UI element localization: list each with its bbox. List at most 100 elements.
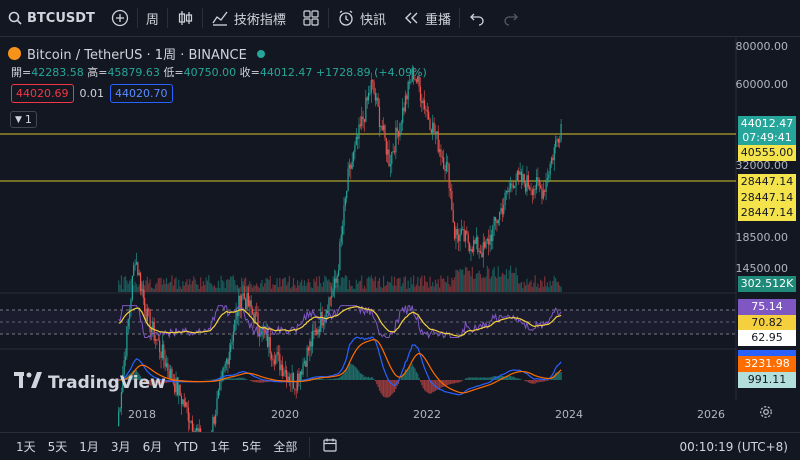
legend-title[interactable]: Bitcoin / TetherUS · 1周 · BINANCE — [27, 44, 247, 63]
alarm-clock-icon — [337, 9, 355, 27]
volume-bar — [558, 282, 559, 292]
candle-body — [356, 137, 357, 145]
candle-body — [342, 226, 343, 235]
candle-body — [466, 231, 467, 235]
interval-button[interactable]: 周 — [138, 0, 167, 36]
volume-bar — [189, 279, 190, 292]
volume-bar — [185, 282, 186, 292]
candle-body — [462, 229, 463, 230]
undo-button[interactable] — [460, 0, 494, 36]
range-5y-button[interactable]: 5年 — [236, 438, 268, 455]
goto-date-button[interactable] — [316, 437, 344, 456]
candle-body — [236, 312, 237, 319]
volume-bar — [171, 275, 172, 292]
macd-hist-bar — [410, 366, 411, 380]
symbol-label: BTCUSDT — [27, 11, 95, 26]
volume-bar — [347, 289, 348, 292]
macd-hist-bar — [341, 376, 342, 380]
range-6m-button[interactable]: 6月 — [137, 438, 169, 455]
range-1d-button[interactable]: 1天 — [10, 438, 42, 455]
layouts-button[interactable] — [294, 0, 328, 36]
candle-body — [405, 96, 406, 112]
range-3m-button[interactable]: 3月 — [105, 438, 137, 455]
candle-body — [391, 152, 392, 164]
macd-hist-bar — [473, 378, 474, 380]
macd-hist-bar — [436, 380, 437, 390]
volume-bar — [451, 278, 452, 292]
symbol-search[interactable]: BTCUSDT — [0, 0, 103, 36]
volume-bar — [535, 275, 536, 292]
candle-body — [252, 309, 253, 314]
candle-body — [126, 326, 127, 356]
volume-bar — [393, 286, 394, 292]
volume-bar — [358, 281, 359, 292]
candle-body — [256, 312, 257, 313]
candle-body — [380, 126, 381, 127]
macd-hist-bar — [547, 380, 548, 381]
candle-body — [346, 191, 347, 199]
volume-bar — [350, 286, 351, 292]
candle-body — [140, 273, 141, 291]
macd-hist-bar — [528, 380, 529, 382]
volume-bar — [436, 284, 437, 292]
volume-bar — [559, 285, 560, 292]
candle-body — [260, 336, 261, 337]
candle-body — [491, 235, 492, 241]
volume-bar — [489, 279, 490, 292]
compare-button[interactable] — [103, 0, 137, 36]
ohlc-values: 開=42283.58 高=45879.63 低=40750.00 收=44012… — [11, 64, 427, 80]
range-1y-button[interactable]: 1年 — [204, 438, 236, 455]
candle-body — [338, 270, 339, 276]
redo-button[interactable] — [494, 0, 528, 36]
ask-button[interactable]: 44020.70 — [110, 84, 173, 103]
candle-body — [438, 131, 439, 151]
candle-body — [326, 311, 327, 317]
tradingview-logo[interactable]: TradingView — [14, 372, 166, 393]
macd-hist-bar — [511, 376, 512, 380]
candle-body — [128, 319, 129, 326]
candle-body — [332, 289, 333, 296]
volume-bar — [487, 266, 488, 292]
range-5d-button[interactable]: 5天 — [42, 438, 74, 455]
calendar-icon — [322, 442, 338, 456]
candle-body — [143, 289, 144, 298]
chart-settings-button[interactable] — [759, 405, 773, 422]
bid-button[interactable]: 44020.69 — [11, 84, 74, 103]
rsi-other-tag: 62.95 — [738, 330, 796, 346]
candle-body — [163, 345, 164, 359]
candle-body — [494, 217, 495, 225]
candle-body — [317, 329, 318, 334]
macd-hist-bar — [363, 375, 364, 380]
range-all-button[interactable]: 全部 — [267, 438, 303, 455]
price-axis-label: 18500.00 — [736, 231, 789, 244]
volume-bar — [346, 276, 347, 292]
utc-clock[interactable]: 00:10:19 (UTC+8) — [673, 440, 800, 454]
candle-body — [421, 101, 422, 103]
macd-hist-bar — [240, 378, 241, 380]
macd-hist-bar — [382, 380, 383, 395]
chart-type-button[interactable] — [168, 0, 202, 36]
macd-hist-bar — [252, 380, 253, 382]
tradingview-mark-icon — [14, 372, 42, 393]
indicator-toggle[interactable]: ▼ 1 — [10, 111, 37, 128]
high-value: 45879.63 — [107, 66, 160, 79]
volume-bar — [544, 276, 545, 292]
candle-body — [529, 187, 530, 190]
candle-body — [357, 137, 358, 139]
candle-body — [233, 332, 234, 342]
range-ytd-button[interactable]: YTD — [168, 440, 204, 454]
macd-hist-bar — [483, 377, 484, 380]
macd-hist-bar — [513, 377, 514, 380]
range-1m-button[interactable]: 1月 — [73, 438, 105, 455]
volume-bar — [260, 283, 261, 292]
volume-bar — [388, 282, 389, 292]
alert-button[interactable]: 快訊 — [329, 0, 394, 36]
replay-button[interactable]: 重播 — [394, 0, 459, 36]
volume-bar — [416, 285, 417, 292]
bid-ask-panel: 44020.69 0.01 44020.70 — [11, 84, 173, 103]
candle-body — [352, 162, 353, 169]
indicators-button[interactable]: 技術指標 — [203, 0, 294, 36]
low-value: 40750.00 — [184, 66, 237, 79]
volume-bar — [363, 289, 364, 292]
candle-body — [309, 341, 310, 350]
